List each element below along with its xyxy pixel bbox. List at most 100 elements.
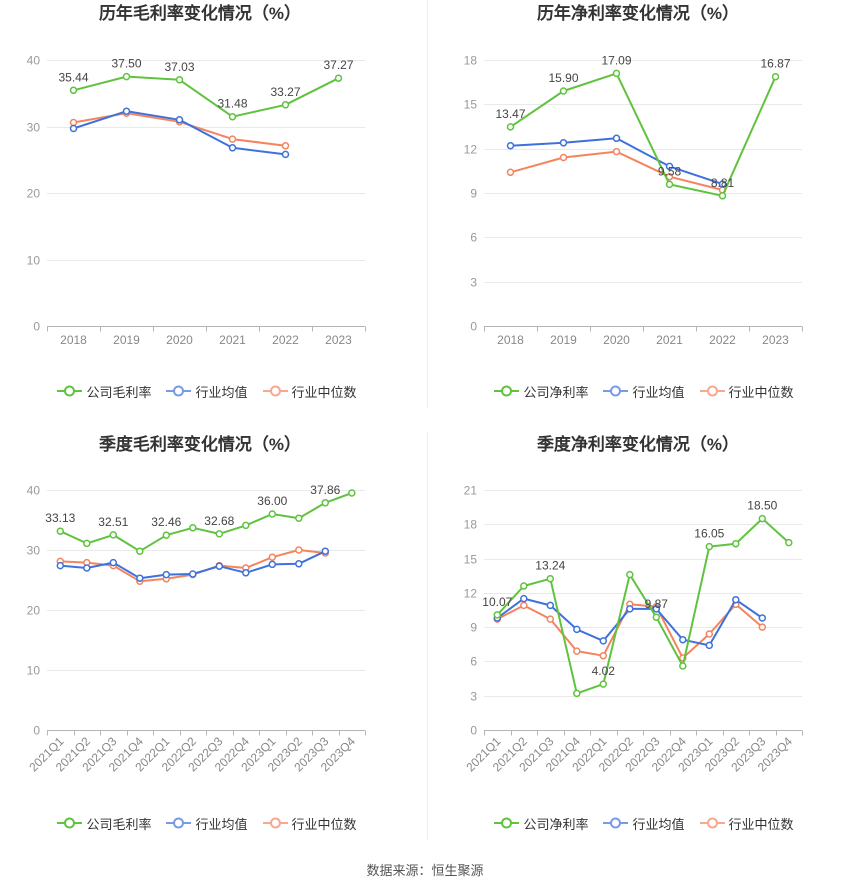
legend-item-company-margin[interactable]: 公司净利率 — [494, 814, 588, 833]
grid-lines — [47, 490, 365, 671]
legend-line-circle-icon — [699, 817, 725, 829]
industry-mean-line — [510, 137, 723, 186]
legend-label: 行业均值 — [195, 816, 248, 832]
legend-item-industry-median[interactable]: 行业中位数 — [699, 382, 794, 401]
y-tick-label: 3 — [470, 276, 477, 290]
chart-title: 季度毛利率变化情况（%） — [98, 435, 302, 454]
industry-median-point — [573, 647, 581, 655]
y-tick-label: 0 — [33, 320, 40, 334]
data-label: 16.05 — [694, 527, 724, 541]
company-margin-point — [122, 72, 131, 81]
data-label: 16.87 — [760, 57, 790, 71]
industry-median-point — [228, 135, 237, 143]
data-label: 10.07 — [482, 595, 512, 609]
company-margin-point — [175, 76, 184, 84]
grid-lines — [484, 60, 802, 283]
industry-mean-point — [705, 641, 714, 650]
industry-mean-point — [228, 144, 237, 152]
legend-item-industry-median[interactable]: 行业中位数 — [262, 382, 357, 401]
industry-median-point — [599, 651, 608, 660]
data-label: 37.03 — [164, 60, 194, 74]
data-label: 32.68 — [204, 514, 234, 528]
legend-label: 行业中位数 — [728, 816, 794, 832]
legend-item-industry-median[interactable]: 行业中位数 — [699, 814, 794, 833]
legend-item-company-margin[interactable]: 公司毛利率 — [57, 382, 151, 401]
industry-median-series — [69, 109, 290, 150]
industry-mean-series — [506, 134, 727, 188]
grid-lines — [484, 490, 802, 697]
industry-mean-point — [573, 625, 581, 634]
legend-icon-circle — [173, 817, 185, 829]
company-margin-point — [705, 542, 714, 551]
industry-mean-point — [122, 107, 131, 115]
legend-icon-circle — [610, 385, 622, 397]
legend-line-circle-icon — [166, 385, 192, 397]
quarterly-gross-margin-plot: 0102030402021Q12021Q22021Q32021Q42022Q12… — [26, 483, 366, 774]
legend-icon-circle — [64, 817, 76, 829]
chart-legend: 公司净利率 行业均值 行业中位数 — [437, 382, 850, 400]
legend-line-circle-icon — [699, 385, 725, 397]
y-tick-label: 6 — [470, 231, 477, 245]
industry-mean-point — [546, 601, 555, 610]
company-margin-point — [771, 72, 780, 81]
legend-item-industry-mean[interactable]: 行业均值 — [603, 814, 685, 833]
industry-median-point — [546, 615, 555, 623]
company-margin-point — [69, 86, 78, 95]
legend-item-industry-mean[interactable]: 行业均值 — [166, 814, 248, 833]
y-tick-label: 30 — [27, 544, 41, 558]
legend-item-industry-mean[interactable]: 行业均值 — [603, 382, 685, 401]
company-margin-point — [295, 514, 303, 522]
company-margin-line — [59, 492, 353, 553]
industry-mean-point — [281, 150, 290, 159]
industry-median-point — [758, 623, 767, 631]
data-label: 8.81 — [711, 176, 735, 190]
legend-line-circle-icon — [494, 385, 520, 397]
company-margin-point — [718, 192, 727, 200]
legend-item-industry-median[interactable]: 行业中位数 — [262, 814, 357, 833]
x-tick-label: 2018 — [497, 333, 524, 347]
legend-item-company-margin[interactable]: 公司净利率 — [494, 382, 588, 401]
company-margin-point — [189, 524, 197, 532]
data-label: 17.09 — [601, 53, 631, 67]
data-label: 31.48 — [217, 97, 247, 111]
company-margin-series: 35.44 37.50 37.03 31.48 33.27 37.27 — [58, 57, 354, 121]
column-divider — [427, 0, 428, 408]
legend-line-circle-icon — [166, 817, 192, 829]
column-divider — [427, 432, 428, 840]
company-margin-point — [506, 123, 515, 131]
data-label: 37.27 — [323, 58, 353, 72]
industry-median-point — [295, 546, 303, 554]
industry-mean-point — [665, 162, 674, 171]
data-label: 13.24 — [535, 559, 565, 573]
company-margin-point — [573, 689, 581, 698]
data-label: 32.51 — [98, 515, 128, 529]
legend-item-industry-mean[interactable]: 行业均值 — [166, 382, 248, 401]
company-margin-line — [509, 72, 777, 197]
y-tick-label: 40 — [27, 484, 41, 498]
legend-item-company-margin[interactable]: 公司毛利率 — [57, 814, 151, 833]
grid-lines — [47, 60, 365, 261]
company-margin-point — [215, 530, 224, 538]
annual-gross-margin-panel: 0 10 20 30 40 2018 2019 2020 2021 2022 2023 35.44 37… — [0, 0, 425, 410]
company-margin-point — [785, 538, 793, 547]
x-tick-label: 2019 — [550, 333, 577, 347]
company-margin-point — [56, 527, 65, 535]
industry-mean-point — [215, 562, 224, 570]
legend-icon-circle — [501, 385, 513, 397]
industry-median-point — [506, 168, 515, 177]
x-tick-label: 2019 — [113, 333, 140, 347]
legend-line-circle-icon — [603, 385, 629, 397]
company-margin-point — [612, 69, 621, 78]
data-label: 33.13 — [45, 511, 75, 525]
data-label: 36.00 — [257, 494, 287, 508]
legend-line-circle-icon — [57, 385, 83, 397]
x-tick-label: 2022 — [709, 333, 736, 347]
chart-legend: 公司毛利率 行业均值 行业中位数 — [0, 814, 414, 832]
company-margin-point — [520, 582, 528, 590]
y-tick-label: 0 — [470, 320, 477, 334]
chart-legend: 公司净利率 行业均值 行业中位数 — [437, 814, 850, 832]
industry-median-point — [705, 630, 714, 638]
industry-mean-point — [679, 635, 687, 644]
legend-line-circle-icon — [57, 817, 83, 829]
industry-median-point — [281, 142, 290, 150]
